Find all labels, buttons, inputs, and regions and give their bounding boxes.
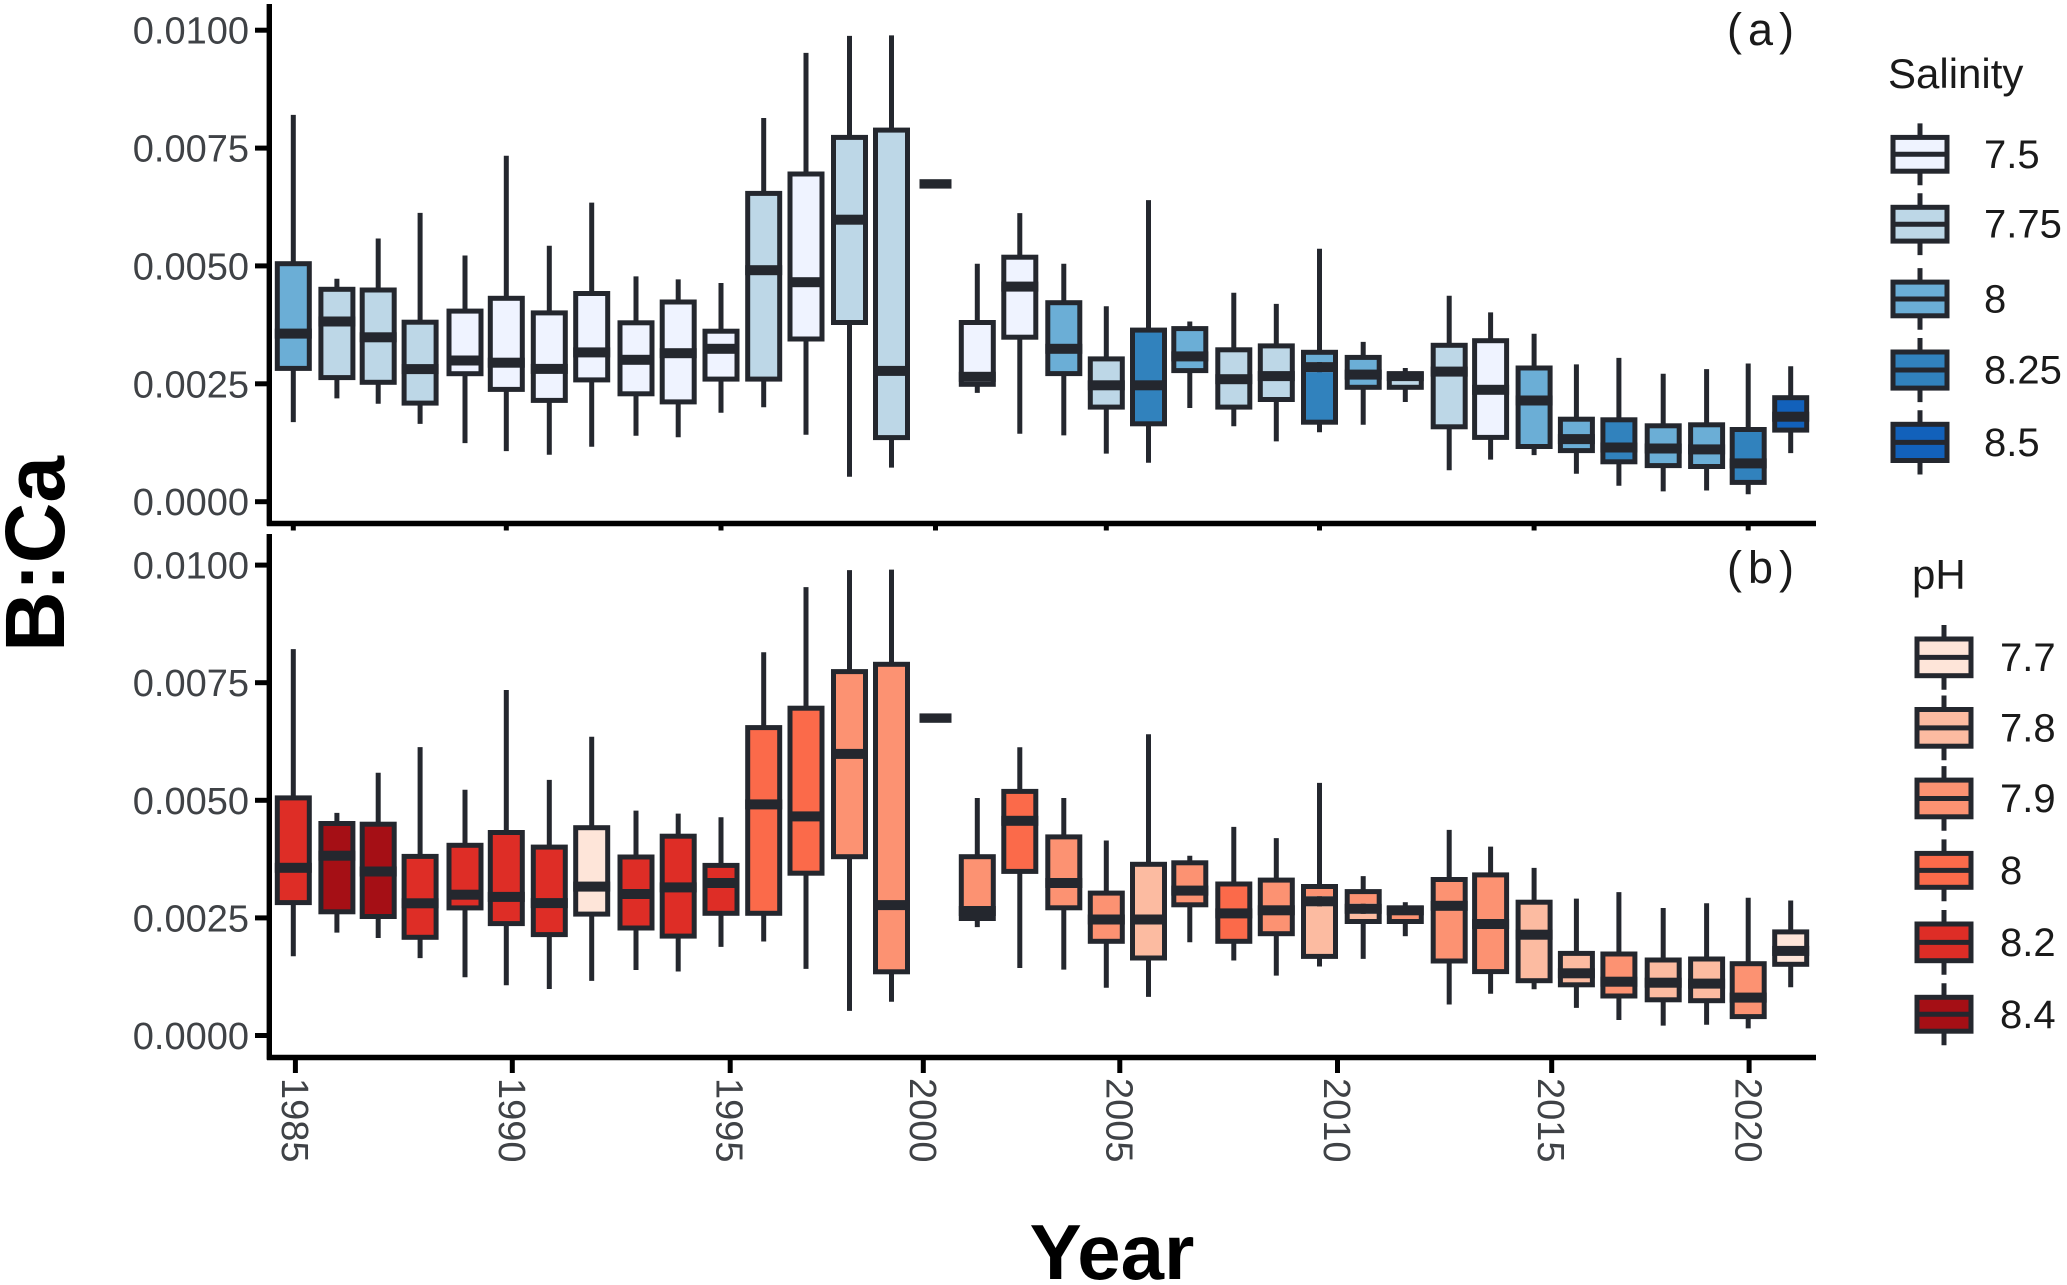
- svg-text:7.9: 7.9: [2000, 777, 2056, 821]
- svg-text:8.4: 8.4: [2000, 993, 2056, 1037]
- svg-text:2015: 2015: [1529, 1078, 1571, 1163]
- svg-text:1985: 1985: [273, 1078, 315, 1163]
- svg-text:7.7: 7.7: [2000, 636, 2056, 680]
- svg-text:7.8: 7.8: [2000, 706, 2056, 750]
- svg-text:0.0025: 0.0025: [133, 898, 249, 940]
- svg-text:0.0050: 0.0050: [133, 246, 249, 288]
- svg-text:0.0100: 0.0100: [133, 546, 249, 588]
- svg-text:7.75: 7.75: [1984, 203, 2062, 247]
- svg-text:0.0050: 0.0050: [133, 781, 249, 823]
- svg-text:2005: 2005: [1097, 1078, 1139, 1163]
- svg-text:2010: 2010: [1315, 1078, 1357, 1163]
- svg-text:0.0075: 0.0075: [133, 663, 249, 705]
- svg-text:8: 8: [2000, 849, 2022, 893]
- svg-text:8: 8: [1984, 278, 2006, 322]
- svg-text:B:Ca: B:Ca: [0, 455, 82, 652]
- svg-text:pH: pH: [1912, 551, 1966, 598]
- svg-text:0.0000: 0.0000: [133, 1016, 249, 1058]
- svg-text:8.5: 8.5: [1984, 421, 2040, 465]
- svg-text:8.25: 8.25: [1984, 349, 2062, 393]
- svg-text:1990: 1990: [490, 1078, 532, 1163]
- svg-text:Salinity: Salinity: [1888, 50, 2023, 97]
- svg-text:(a): (a): [1727, 4, 1800, 55]
- svg-text:2000: 2000: [901, 1078, 943, 1163]
- svg-text:0.0075: 0.0075: [133, 129, 249, 171]
- svg-text:7.5: 7.5: [1984, 133, 2040, 177]
- svg-text:0.0000: 0.0000: [133, 482, 249, 524]
- svg-text:0.0025: 0.0025: [133, 364, 249, 406]
- svg-text:Year: Year: [1030, 1208, 1195, 1285]
- svg-text:(b): (b): [1727, 542, 1800, 593]
- svg-text:2020: 2020: [1727, 1078, 1769, 1163]
- svg-text:1995: 1995: [708, 1078, 750, 1163]
- svg-text:8.2: 8.2: [2000, 921, 2056, 965]
- svg-text:0.0100: 0.0100: [133, 11, 249, 53]
